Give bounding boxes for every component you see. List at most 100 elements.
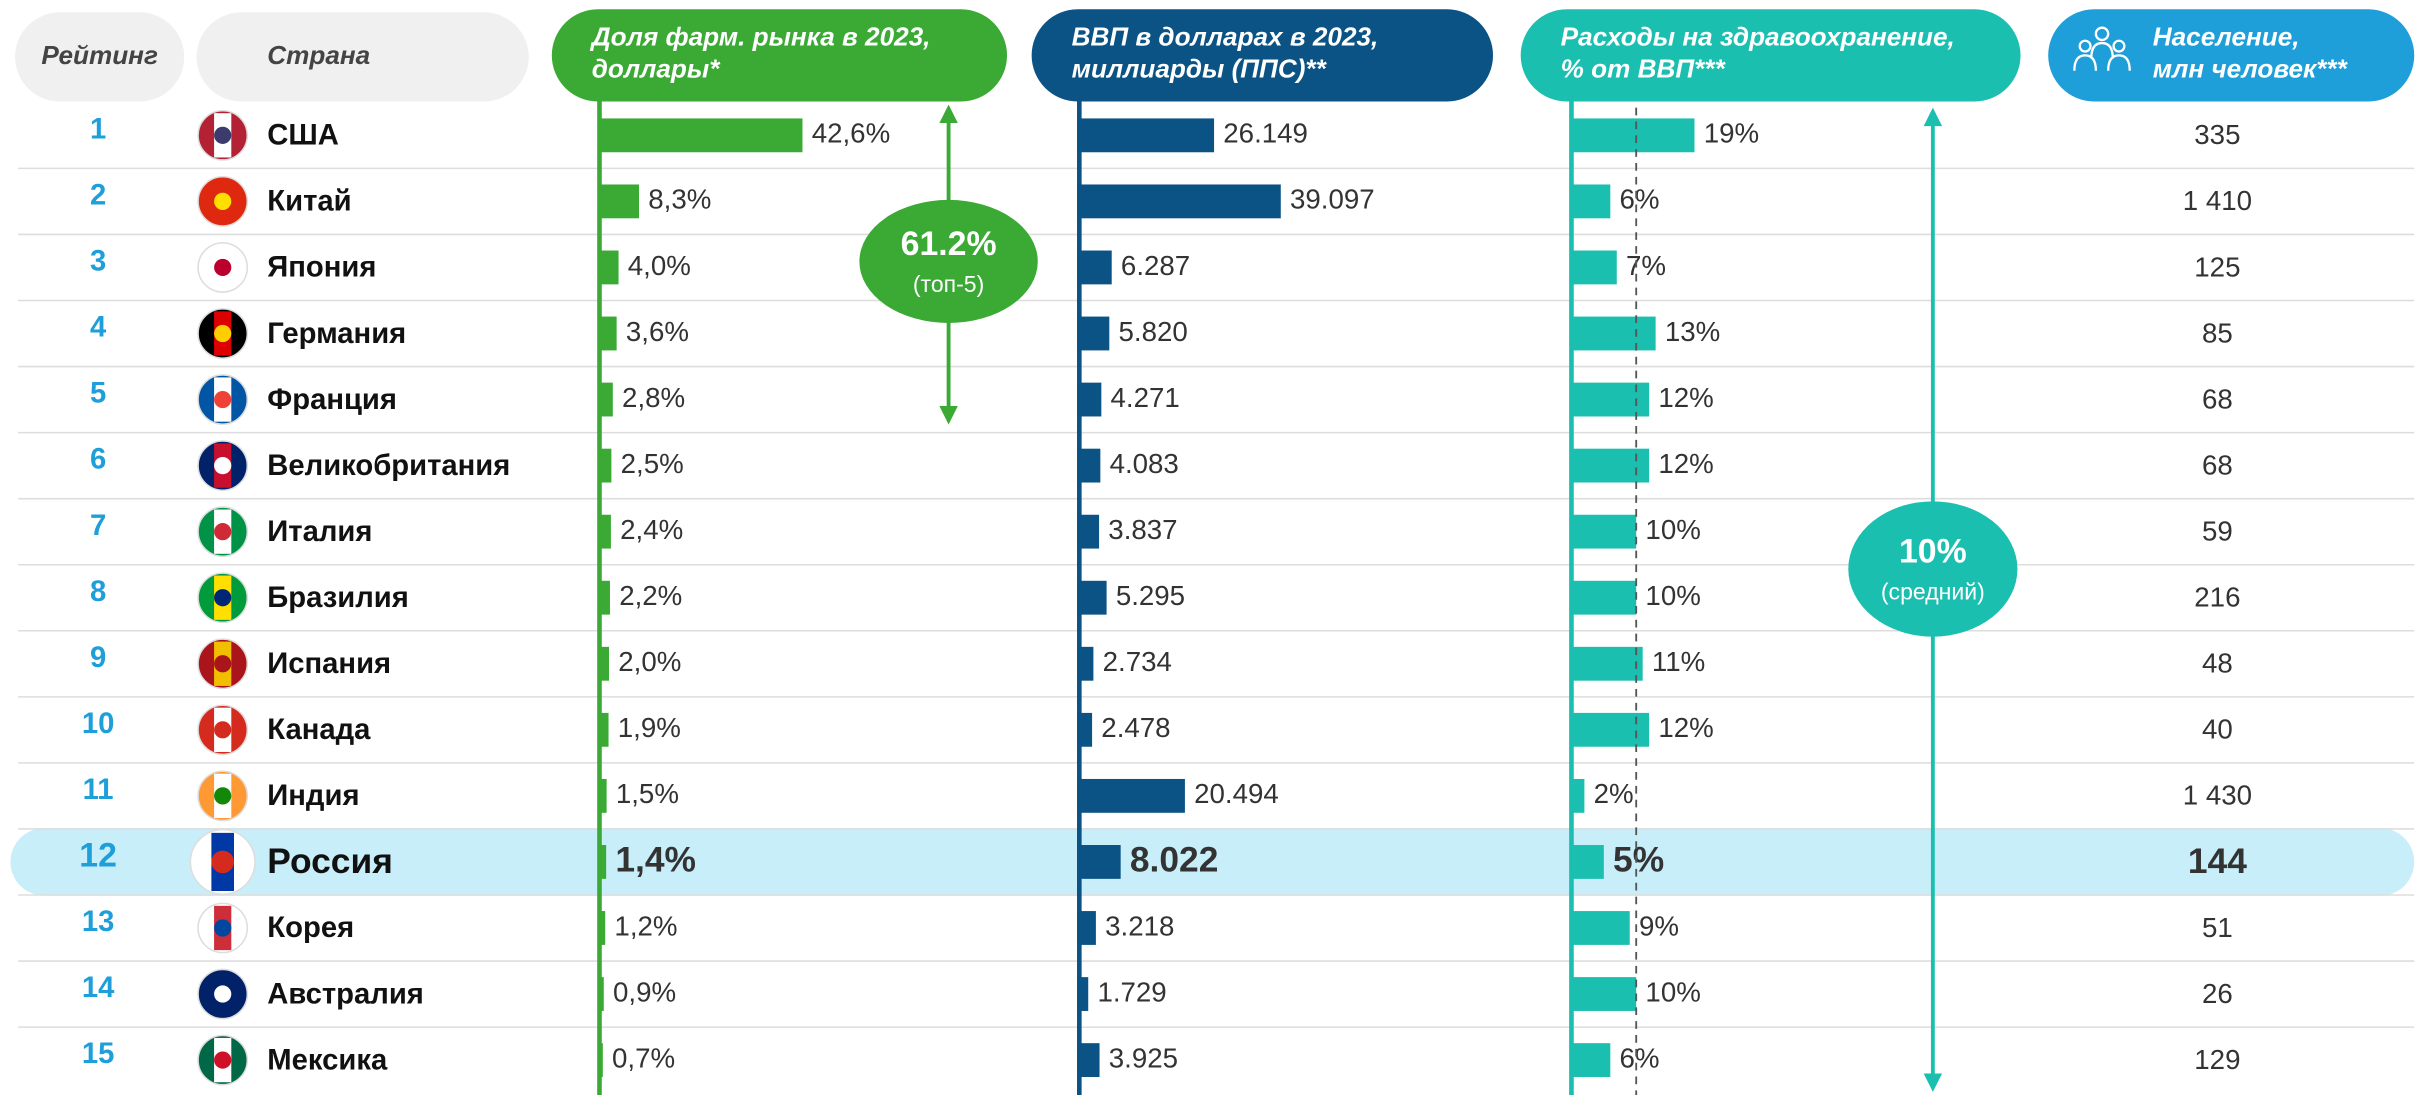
rank: 13 bbox=[82, 906, 115, 938]
bar bbox=[1571, 977, 1637, 1011]
bar bbox=[1571, 712, 1650, 747]
flag bbox=[197, 902, 249, 954]
value-label: 3.925 bbox=[1109, 1042, 1178, 1073]
person-body bbox=[2090, 41, 2114, 59]
rank-header: Рейтинг bbox=[41, 40, 158, 70]
rank: 8 bbox=[90, 576, 106, 608]
flag bbox=[197, 770, 249, 822]
value-label: 40 bbox=[2202, 714, 2233, 745]
bar bbox=[1571, 1043, 1611, 1078]
flag bbox=[197, 440, 249, 491]
flag bbox=[197, 374, 249, 425]
country: США bbox=[267, 120, 339, 152]
flag-emblem bbox=[214, 589, 232, 607]
country-header: Страна bbox=[267, 40, 370, 70]
flag bbox=[197, 506, 249, 558]
value-label: 125 bbox=[2194, 251, 2240, 282]
bar bbox=[1079, 778, 1185, 813]
value-label: 20.494 bbox=[1194, 778, 1279, 809]
value-label: 216 bbox=[2194, 582, 2240, 613]
bar bbox=[1079, 184, 1281, 219]
flag-emblem bbox=[214, 192, 232, 211]
country: Индия bbox=[267, 780, 359, 812]
value-label: 9% bbox=[1639, 910, 1679, 941]
value-label: 8.022 bbox=[1130, 840, 1219, 879]
value-label: 1,2% bbox=[614, 910, 677, 941]
value-label: 2,0% bbox=[618, 646, 681, 677]
average-note: (средний) bbox=[1881, 579, 1985, 605]
value-label: 4,0% bbox=[628, 250, 691, 281]
flag-emblem bbox=[214, 390, 232, 409]
country: Мексика bbox=[267, 1044, 388, 1076]
bar bbox=[599, 514, 611, 549]
country: Россия bbox=[267, 842, 393, 881]
bar bbox=[1079, 646, 1094, 681]
bar bbox=[599, 977, 604, 1011]
value-label: 59 bbox=[2202, 516, 2233, 547]
value-label: 5.295 bbox=[1116, 580, 1185, 611]
bar bbox=[1571, 250, 1617, 285]
bar bbox=[1079, 911, 1096, 945]
value-label: 2,5% bbox=[621, 448, 684, 479]
bar bbox=[1571, 580, 1637, 615]
country: Бразилия bbox=[267, 582, 409, 614]
bar bbox=[599, 448, 612, 483]
value-label: 0,9% bbox=[613, 976, 676, 1007]
value-label: 129 bbox=[2194, 1044, 2240, 1075]
flag-emblem bbox=[214, 655, 232, 673]
country-header-bg bbox=[196, 12, 529, 102]
flag bbox=[189, 828, 256, 895]
rank: 12 bbox=[79, 836, 117, 874]
flag-emblem bbox=[214, 523, 232, 541]
average-value: 10% bbox=[1899, 533, 1967, 571]
bar bbox=[1571, 448, 1650, 483]
bar bbox=[1079, 448, 1101, 483]
column-header: % от ВВП*** bbox=[1561, 54, 1727, 84]
column-header-bg bbox=[551, 9, 1008, 102]
country: Франция bbox=[267, 384, 397, 416]
value-label: 6.287 bbox=[1121, 250, 1190, 281]
value-label: 68 bbox=[2202, 449, 2233, 480]
value-label: 51 bbox=[2202, 912, 2233, 943]
flag bbox=[197, 242, 249, 293]
value-label: 0,7% bbox=[612, 1042, 675, 1073]
value-label: 3,6% bbox=[626, 316, 689, 347]
value-label: 68 bbox=[2202, 383, 2233, 414]
country: Испания bbox=[267, 648, 391, 680]
flag-emblem bbox=[214, 1051, 232, 1069]
flag-emblem bbox=[214, 258, 232, 277]
value-label: 10% bbox=[1645, 514, 1700, 545]
bar bbox=[599, 1043, 603, 1078]
rank: 15 bbox=[82, 1038, 115, 1070]
rank: 3 bbox=[90, 246, 106, 278]
value-label: 26 bbox=[2202, 978, 2233, 1009]
value-label: 19% bbox=[1704, 118, 1759, 149]
bar bbox=[1079, 712, 1093, 747]
bar bbox=[599, 118, 803, 153]
bar bbox=[1571, 382, 1650, 417]
bar bbox=[599, 778, 607, 813]
column-header: ВВП в долларах в 2023, bbox=[1072, 21, 1379, 51]
bar bbox=[599, 580, 610, 615]
rank: 9 bbox=[90, 642, 106, 674]
rank: 2 bbox=[90, 179, 106, 211]
column-header: Расходы на здравоохранение, bbox=[1561, 21, 1955, 51]
flag bbox=[197, 968, 249, 1020]
person-head bbox=[2094, 26, 2110, 42]
person-head bbox=[2078, 39, 2092, 53]
value-label: 10% bbox=[1645, 976, 1700, 1007]
bar bbox=[1079, 977, 1089, 1011]
column-header: доллары* bbox=[592, 54, 721, 84]
flag-emblem bbox=[214, 721, 232, 739]
value-label: 5% bbox=[1613, 840, 1664, 879]
value-label: 5.820 bbox=[1119, 316, 1188, 347]
bar bbox=[1571, 911, 1630, 945]
column-header-bg bbox=[1520, 9, 2021, 102]
person-head bbox=[2112, 39, 2126, 53]
flag bbox=[197, 638, 249, 690]
bar bbox=[1079, 250, 1112, 285]
value-label: 48 bbox=[2202, 648, 2233, 679]
country: Италия bbox=[267, 516, 372, 548]
bar bbox=[1571, 118, 1695, 153]
value-label: 335 bbox=[2194, 119, 2240, 150]
